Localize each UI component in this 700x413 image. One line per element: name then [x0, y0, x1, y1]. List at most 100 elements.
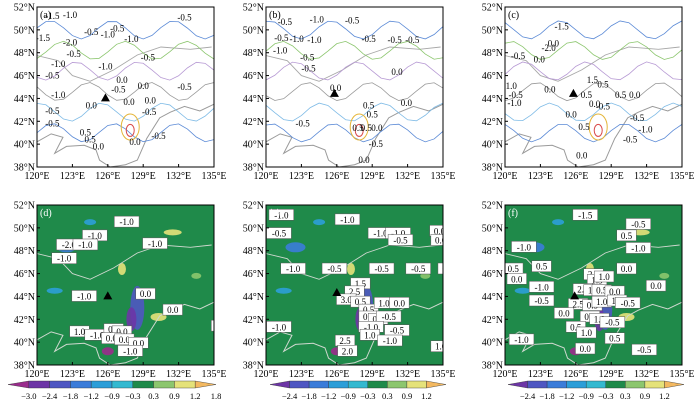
y-tick-label: 50°N [243, 223, 264, 234]
label-box [266, 321, 292, 333]
contour-label: -1.0 [503, 81, 518, 91]
y-tick-label: 44°N [482, 292, 503, 303]
colorbar-tick-label: −1.8 [301, 391, 316, 401]
panel-e: -1.0 -1.0-0.5 -1.0 -1.0-0.50.00.0-1.0 -0.51.… [243, 201, 456, 402]
contour-label: 1.0 [596, 297, 608, 307]
contour-label: 1.0 [378, 298, 390, 308]
colorbar-segment [605, 380, 626, 389]
contour-label: -0.5 [411, 264, 426, 274]
x-tick-label: 132°E [634, 369, 659, 380]
contour-label: -1.0 [340, 215, 355, 225]
field-patch [117, 263, 126, 275]
contour-label: 0.0 [629, 90, 641, 100]
field-patch [285, 242, 306, 253]
contour-label: 1.5 [355, 279, 367, 289]
contour-line [120, 113, 140, 141]
panel-d: -1.0-1.0-2.0 -1.0 -1.0-1.0-1.0 0.00.00.01.0… [7, 201, 227, 401]
colorbar-segment [111, 380, 134, 389]
plot-background [266, 7, 443, 167]
field-patch [313, 219, 326, 226]
contour-label: -1.0 [51, 59, 66, 69]
label-box [511, 241, 537, 253]
station-marker [329, 88, 339, 97]
contour-label: -1.0 [148, 239, 163, 249]
colorbar-segment [308, 380, 329, 389]
plot-frame [504, 6, 683, 168]
station-marker [103, 291, 113, 300]
y-tick-label: 48°N [243, 246, 264, 257]
contour-label: -0.5 [295, 119, 310, 129]
contour-label: -0.5 [66, 49, 81, 59]
contour-label: -0.5 [177, 82, 192, 92]
contour-line [37, 102, 214, 122]
field-patch [46, 287, 63, 294]
contour-label: -1.0 [383, 336, 398, 346]
plot-frame [36, 204, 215, 366]
contour-label: -1.0 [124, 34, 139, 44]
contour-line [266, 20, 443, 40]
colorbar-segment [269, 380, 290, 389]
contour-label: 0.0 [609, 287, 621, 297]
contour-label: 0.0 [371, 123, 383, 133]
contour-label: -0.5 [278, 17, 293, 27]
contour-line [37, 61, 214, 81]
colorbar-segment [132, 380, 154, 389]
label-box [266, 227, 292, 239]
colorbar-tick-label: −1.2 [83, 391, 98, 401]
colorbar-tick-label: −0.3 [598, 391, 613, 401]
contour-line [505, 20, 682, 40]
contour-line [354, 123, 364, 137]
contour-label: -0.5 [369, 139, 384, 149]
plot-background [37, 7, 214, 167]
y-tick-label: 50°N [482, 25, 503, 36]
contour-label: 0.0 [534, 55, 546, 65]
contour-label: 0.0 [116, 75, 128, 85]
contour-label: -0.5 [110, 24, 125, 34]
colorbar-segment [328, 380, 349, 389]
field-patch [659, 272, 670, 279]
y-tick-label: 40°N [482, 140, 503, 151]
y-tick-label: 50°N [243, 25, 264, 36]
y-tick-label: 46°N [482, 269, 503, 280]
contour-label: -2.0 [63, 37, 78, 47]
contour-label: -0.5 [45, 71, 60, 81]
y-tick-label: 44°N [243, 292, 264, 303]
label-box [321, 262, 348, 275]
colorbar-segment [194, 380, 217, 389]
contour-label: 0.0 [558, 309, 570, 319]
contour-label: -1.0 [123, 346, 138, 356]
y-tick-label: 38°N [14, 163, 35, 174]
label-box [528, 281, 555, 293]
x-tick-label: 120°E [492, 369, 517, 380]
contour-label: 1.0 [364, 330, 376, 340]
label-box [645, 279, 667, 292]
contour-label: 0.0 [621, 264, 633, 274]
contour-label: -1.0 [310, 15, 325, 25]
y-tick-label: 40°N [243, 140, 264, 151]
colorbar-segment [566, 380, 587, 389]
colorbar-segment [387, 380, 408, 389]
station-marker [568, 88, 578, 97]
y-tick-label: 52°N [14, 3, 35, 14]
colorbar-segment [507, 380, 528, 389]
y-tick-label: 42°N [14, 315, 35, 326]
panel-f: -1.5-0.50.5-1.0-1.00.50.50.00.02.51.51.0… [482, 201, 695, 402]
coastline [37, 103, 214, 167]
contour-label: 0.0 [215, 321, 227, 331]
colorbar-segment [7, 380, 29, 389]
y-tick-label: 52°N [243, 3, 264, 14]
x-tick-label: 120°E [24, 369, 49, 380]
label-box [594, 270, 615, 283]
contour-label: 1.0 [594, 314, 606, 324]
colorbar-tick-label: −2.4 [282, 391, 298, 401]
colorbar-tick-label: −2.4 [520, 391, 536, 401]
colorbar-tick-label: −0.3 [125, 391, 140, 401]
label-box [625, 218, 651, 230]
contour-label: 0.0 [544, 84, 556, 94]
label-box [528, 294, 555, 307]
contour-label: 0.0 [391, 67, 403, 77]
contour-label: -1.0 [517, 242, 532, 252]
colorbar-tick-label: 1.2 [190, 391, 201, 401]
station-marker [570, 291, 580, 300]
colorbar-tick-label: 0.3 [382, 391, 393, 401]
